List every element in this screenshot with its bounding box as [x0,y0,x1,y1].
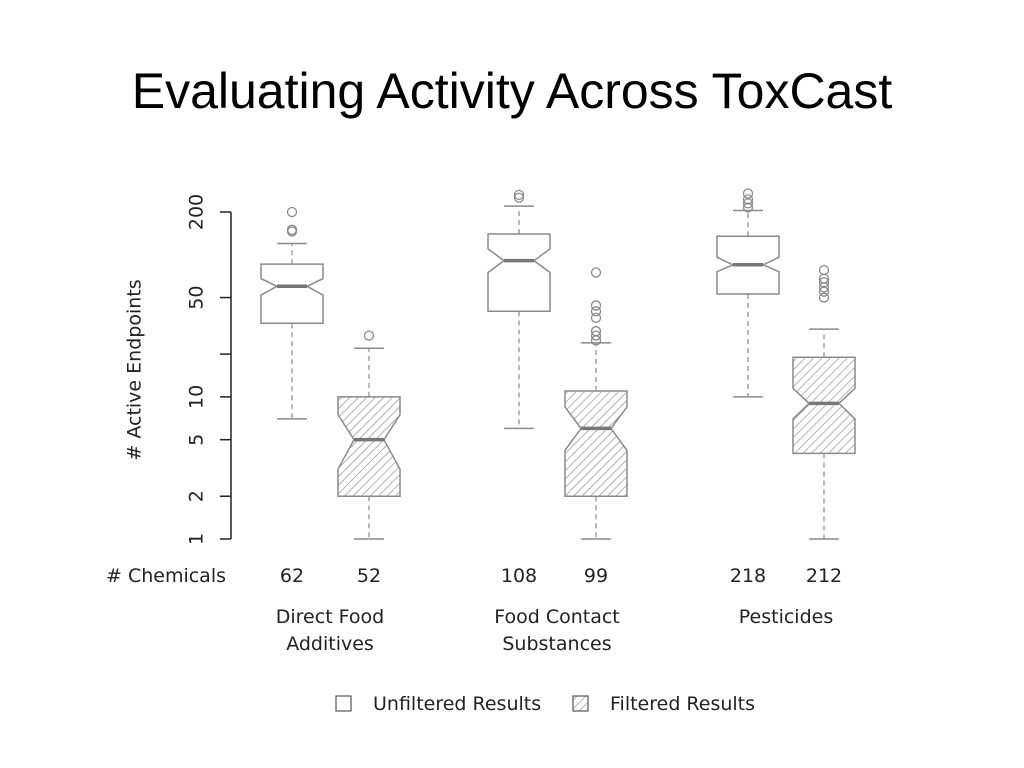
food-contact-substances-group-label-line-1: Food Contact [494,606,620,628]
pesticides-unfiltered-outlier-1 [742,194,754,205]
food-contact-substances-filtered-chemical-count: 99 [584,565,608,587]
y-tick-label-2: 2 [186,490,208,502]
pesticides-unfiltered-outlier-2 [742,198,754,209]
food-contact-substances-filtered-box [564,390,628,497]
direct-food-additives-unfiltered-box [260,263,324,324]
food-contact-substances-filtered-outlier-5 [590,330,602,341]
direct-food-additives-unfiltered-outlier-0 [286,206,298,218]
direct-food-additives-filtered-box-group [337,330,401,540]
direct-food-additives-unfiltered-outlier-2 [286,226,298,237]
legend-label-filtered-results: Filtered Results [610,693,755,715]
slide-title: Evaluating Activity Across ToxCast [131,63,893,119]
food-contact-substances-unfiltered-box [487,233,551,313]
food-contact-substances-unfiltered-outlier-0 [513,189,525,201]
pesticides-filtered-chemical-count: 212 [806,565,842,587]
legend-swatch-unfiltered-results [335,695,352,712]
pesticides-filtered-box [792,356,856,455]
pesticides-filtered-outlier-0 [818,264,830,276]
food-contact-substances-unfiltered-box-group [487,189,551,430]
pesticides-group-label-line-1: Pesticides [739,606,833,628]
legend-label-unfiltered-results: Unfiltered Results [373,693,541,715]
pesticides-unfiltered-chemical-count: 218 [730,565,766,587]
food-contact-substances-group-label-line-2: Substances [502,633,611,655]
food-contact-substances-filtered-outlier-1 [590,300,602,311]
y-tick-label-1: 1 [186,533,208,545]
y-tick-label-50: 50 [186,285,208,309]
pesticides-unfiltered-box-group [716,188,780,398]
chemicals-row-label: # Chemicals [106,565,226,587]
food-contact-substances-filtered-box-group [564,267,628,540]
y-tick-label-10: 10 [186,385,208,409]
direct-food-additives-unfiltered-box-group [260,206,324,420]
y-tick-label-200: 200 [186,194,208,230]
food-contact-substances-filtered-outlier-6 [590,335,602,346]
direct-food-additives-group-label-line-2: Additives [286,633,374,655]
pesticides-filtered-outlier-4 [818,286,830,297]
pesticides-filtered-box-group [792,264,856,540]
pesticides-unfiltered-outlier-0 [742,188,754,199]
food-contact-substances-filtered-outlier-2 [590,306,602,317]
direct-food-additives-group-label-line-1: Direct Food [276,606,385,628]
pesticides-unfiltered-outlier-3 [742,202,754,213]
y-tick-label-5: 5 [186,434,208,446]
legend-swatch-filtered-results [572,695,589,712]
pesticides-filtered-outlier-3 [818,282,830,293]
direct-food-additives-unfiltered-chemical-count: 62 [280,565,304,587]
direct-food-additives-filtered-chemical-count: 52 [357,565,381,587]
y-axis-label: # Active Endpoints [124,279,146,460]
direct-food-additives-filtered-outlier-0 [363,330,375,341]
food-contact-substances-unfiltered-outlier-1 [513,192,525,203]
direct-food-additives-filtered-box [337,396,401,497]
food-contact-substances-unfiltered-chemical-count: 108 [501,565,537,587]
food-contact-substances-filtered-outlier-0 [590,267,602,278]
food-contact-substances-filtered-outlier-3 [590,312,602,323]
pesticides-filtered-outlier-5 [818,292,830,303]
